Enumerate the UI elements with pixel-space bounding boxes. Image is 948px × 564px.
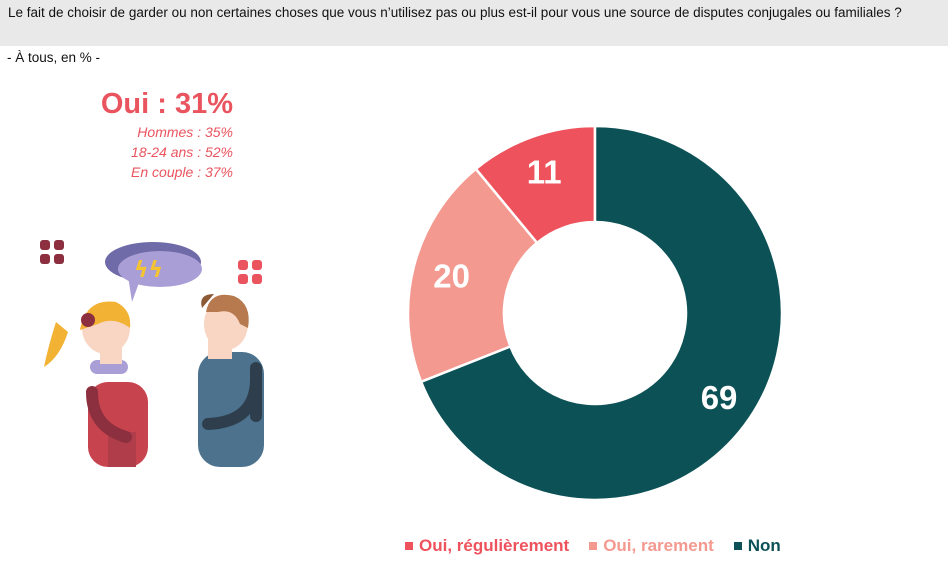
legend-label: Oui, rarement bbox=[603, 536, 714, 555]
legend-label: Oui, régulièrement bbox=[419, 536, 570, 555]
highlight-detail-men: Hommes : 35% bbox=[137, 124, 233, 140]
couple-arguing-illustration: ϟϟ bbox=[40, 240, 264, 467]
highlight-detail-18-24: 18-24 ans : 52% bbox=[131, 144, 233, 160]
question-bar: Le fait de choisir de garder ou non cert… bbox=[0, 0, 948, 46]
legend-item-oui-regulierement: Oui, régulièrement bbox=[405, 536, 569, 556]
legend-swatch bbox=[589, 542, 598, 550]
slice-value-label: 69 bbox=[701, 379, 738, 416]
anger-icon bbox=[40, 240, 64, 264]
legend-label: Non bbox=[747, 536, 781, 555]
woman-figure bbox=[44, 301, 148, 467]
chart-legend: Oui, régulièrement Oui, rarement Non bbox=[405, 534, 781, 558]
man-figure bbox=[198, 294, 264, 467]
svg-text:ϟϟ: ϟϟ bbox=[134, 258, 163, 283]
speech-bubble-icon: ϟϟ bbox=[105, 242, 202, 302]
highlight-main: Oui : 31% bbox=[100, 88, 233, 120]
donut-slice-3 bbox=[419, 124, 784, 502]
highlight-box: Oui : 31% Hommes : 35% 18-24 ans : 52% E… bbox=[30, 86, 233, 182]
highlight-detail-couple: En couple : 37% bbox=[131, 164, 233, 180]
question-text: Le fait de choisir de garder ou non cert… bbox=[8, 5, 902, 20]
legend-item-oui-rarement: Oui, rarement bbox=[589, 536, 714, 556]
legend-swatch bbox=[405, 542, 413, 550]
slice-value-label: 20 bbox=[433, 258, 470, 295]
base-note: - À tous, en % - bbox=[7, 50, 101, 65]
donut-slice-2 bbox=[406, 167, 539, 384]
legend-swatch bbox=[733, 542, 742, 550]
donut-chart: 11 20 69 bbox=[406, 124, 784, 502]
legend-item-non: Non bbox=[733, 536, 781, 556]
anger-icon bbox=[238, 260, 262, 284]
slice-value-label: 11 bbox=[527, 153, 562, 190]
